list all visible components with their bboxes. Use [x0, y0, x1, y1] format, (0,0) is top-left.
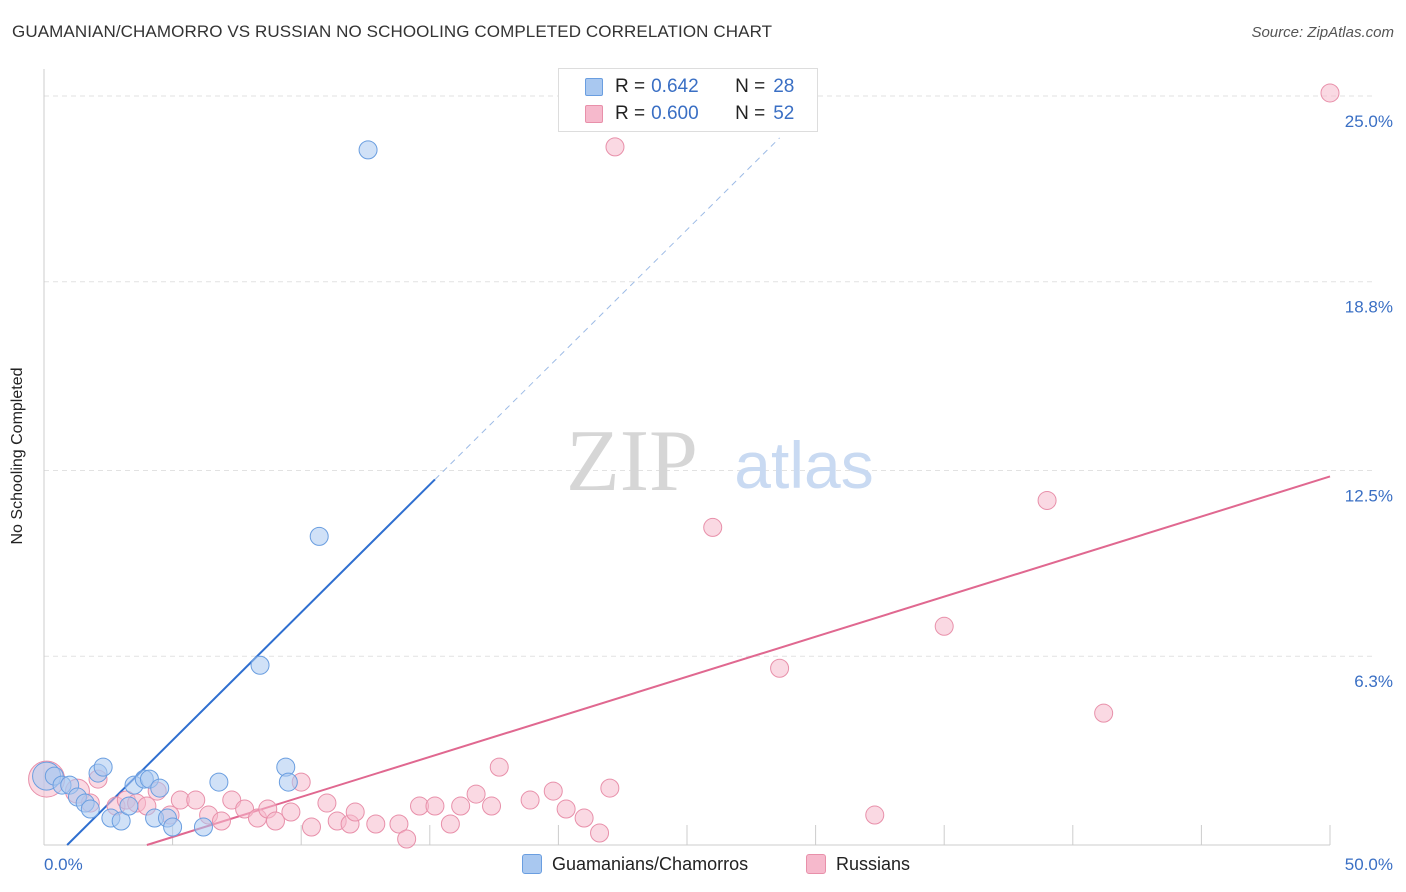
- point-russian: [543, 781, 563, 801]
- point-russian: [211, 811, 231, 831]
- data-points: [28, 83, 1340, 849]
- point-guamanian: [163, 817, 183, 837]
- legend-n-label: N =: [735, 103, 766, 124]
- y-tick-label: 18.8%: [1345, 298, 1393, 317]
- point-russian: [556, 799, 576, 819]
- legend-r-value: 0.600: [651, 103, 699, 124]
- point-russian: [934, 616, 954, 636]
- point-russian: [389, 814, 409, 834]
- axes: [43, 69, 1331, 846]
- point-russian: [466, 784, 486, 804]
- point-russian: [1320, 83, 1340, 103]
- point-russian: [770, 658, 790, 678]
- legend-n-label: N =: [735, 76, 766, 97]
- source-note: Source: ZipAtlas.com: [1251, 24, 1394, 41]
- x-tick-label: 0.0%: [44, 855, 83, 874]
- point-russian: [703, 517, 723, 537]
- point-guamanian: [209, 772, 229, 792]
- point-guamanian: [358, 140, 378, 160]
- point-russian: [489, 757, 509, 777]
- point-russian: [865, 805, 885, 825]
- point-guamanian: [80, 799, 100, 819]
- point-russian: [482, 796, 502, 816]
- point-russian: [574, 808, 594, 828]
- chart-title: GUAMANIAN/CHAMORRO VS RUSSIAN NO SCHOOLI…: [12, 22, 773, 41]
- point-guamanian: [309, 526, 329, 546]
- point-russian: [265, 811, 285, 831]
- point-guamanian: [119, 796, 139, 816]
- point-guamanian: [150, 778, 170, 798]
- y-tick-label: 25.0%: [1345, 112, 1393, 131]
- legend-swatch-pink: [585, 105, 603, 123]
- legend-r-value: 0.642: [651, 76, 699, 97]
- point-russian: [301, 817, 321, 837]
- correlation-legend: R = 0.642 N = 28 R = 0.600 N = 52: [558, 68, 818, 132]
- watermark-atlas: atlas: [734, 428, 873, 502]
- legend-row-guamanian: R = 0.642 N = 28: [585, 75, 794, 99]
- point-russian: [451, 796, 471, 816]
- point-russian: [281, 802, 301, 822]
- legend-swatch-pink: [806, 854, 826, 874]
- point-russian: [397, 829, 417, 849]
- point-russian: [590, 823, 610, 843]
- point-guamanian: [250, 655, 270, 675]
- point-guamanian: [278, 772, 298, 792]
- point-russian: [425, 796, 445, 816]
- watermark-zip: ZIP: [566, 413, 698, 510]
- legend-r-label: R =: [615, 76, 646, 97]
- legend-n-value: 52: [773, 103, 795, 124]
- x-tick-label: 50.0%: [1345, 855, 1393, 874]
- y-axis-label: No Schooling Completed: [9, 367, 26, 545]
- legend-item-guamanians[interactable]: Guamanians/Chamorros: [522, 852, 748, 876]
- point-russian: [440, 814, 460, 834]
- point-guamanian: [93, 757, 113, 777]
- trendline-russians: [146, 475, 1331, 846]
- point-russian: [600, 778, 620, 798]
- legend-item-russians[interactable]: Russians: [806, 852, 910, 876]
- legend-swatch-blue: [585, 78, 603, 96]
- y-tick-label: 6.3%: [1354, 672, 1393, 691]
- point-russian: [186, 790, 206, 810]
- legend-r-label: R =: [615, 103, 646, 124]
- gridlines: [44, 95, 1376, 657]
- point-russian: [366, 814, 386, 834]
- point-russian: [1037, 490, 1057, 510]
- legend-label-guamanians: Guamanians/Chamorros: [552, 853, 749, 874]
- legend-swatch-blue: [522, 854, 542, 874]
- legend-row-russian: R = 0.600 N = 52: [585, 102, 794, 126]
- legend-n-value: 28: [773, 76, 795, 97]
- point-guamanian: [111, 811, 131, 831]
- trendlines: [66, 137, 1331, 846]
- point-russian: [317, 793, 337, 813]
- point-guamanian: [193, 817, 213, 837]
- point-russian: [605, 137, 625, 157]
- point-russian: [1094, 703, 1114, 723]
- y-tick-label: 12.5%: [1345, 486, 1393, 505]
- tick-labels: 6.3% 12.5% 18.8% 25.0% 0.0% 50.0%: [44, 112, 1393, 874]
- point-russian: [345, 802, 365, 822]
- trendline-guamanians-extension: [434, 137, 780, 480]
- point-russian: [520, 790, 540, 810]
- legend-label-russians: Russians: [836, 853, 911, 874]
